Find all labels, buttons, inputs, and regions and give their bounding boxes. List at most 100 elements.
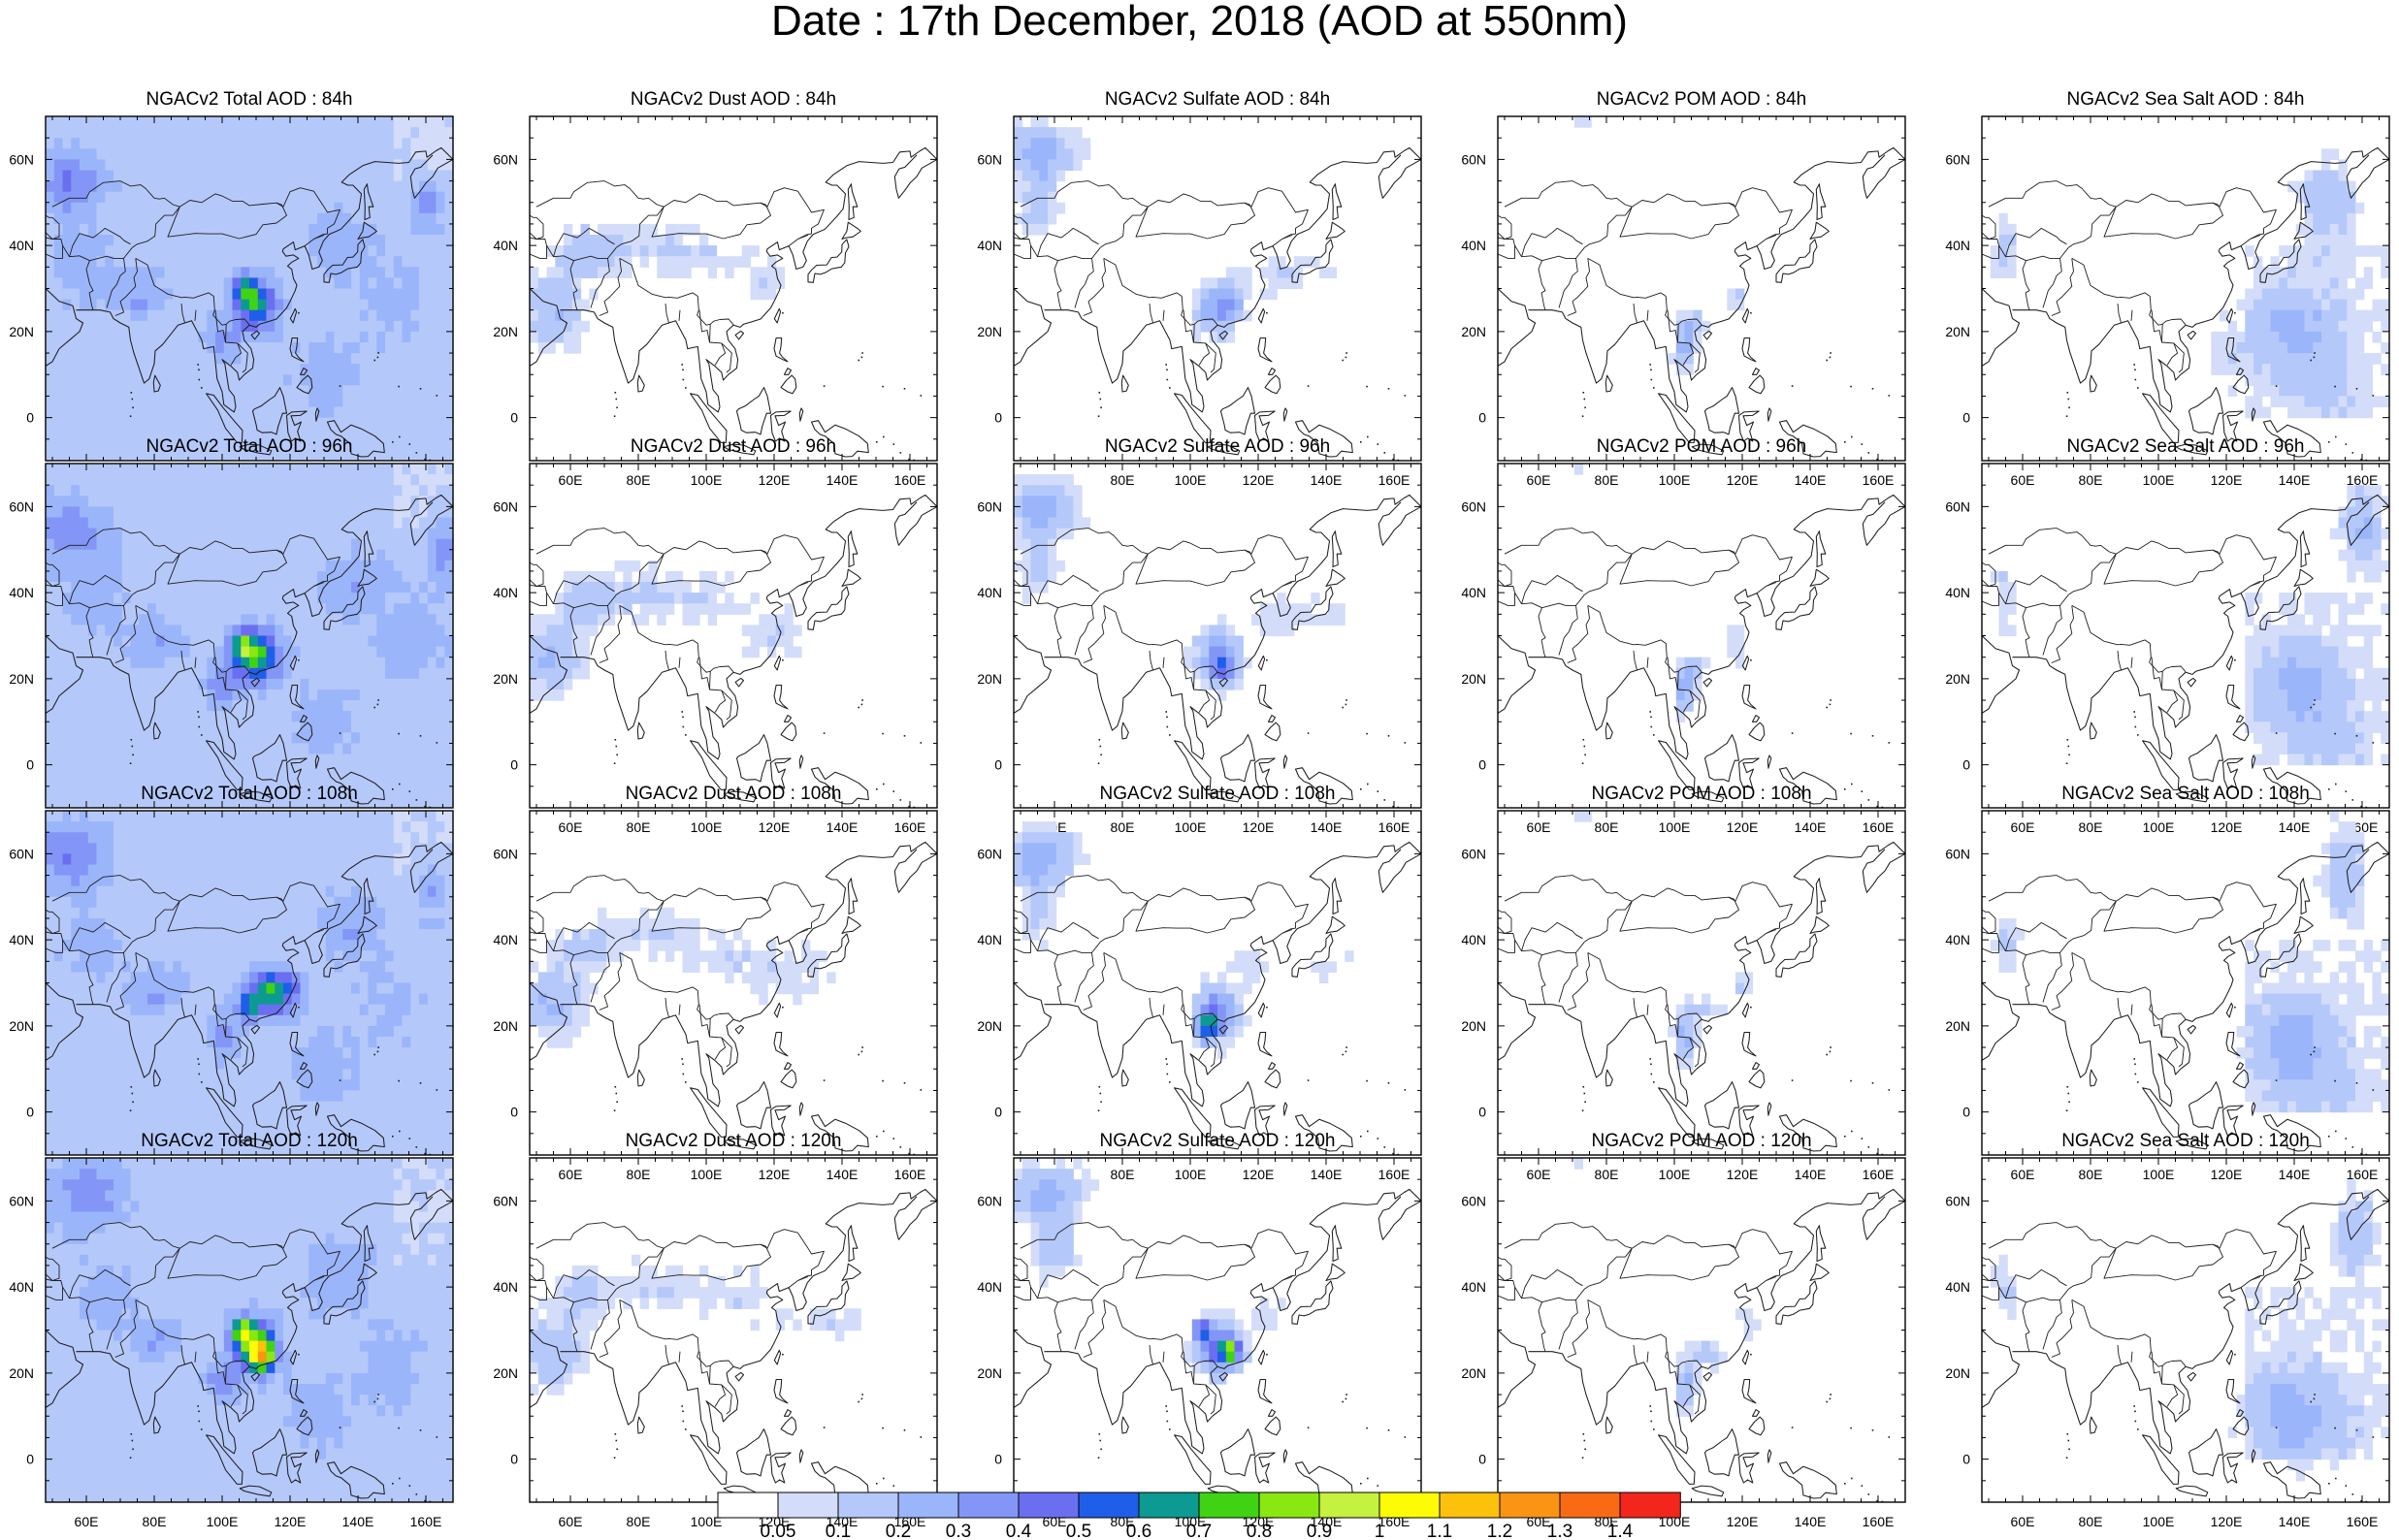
coastlines [1498,1188,1905,1502]
colorbar-swatch [1499,1492,1561,1519]
map-panel-total-0: NGACv2 Total AOD : 84h60E80E100E120E140E… [9,89,454,488]
y-tick-label: 20N [493,324,518,339]
panel-title: NGACv2 Total AOD : 120h [141,1131,358,1151]
colorbar-swatch [837,1492,899,1519]
x-tick-label: 100E [207,1514,239,1529]
y-tick-label: 0 [1478,1105,1486,1120]
y-tick-label: 0 [1962,410,1970,426]
y-tick-label: 0 [1478,1452,1486,1467]
map-frame [1497,115,1906,462]
colorbar-swatch [1318,1492,1380,1519]
x-tick-label: 120E [2211,819,2243,835]
aod-field [46,464,453,808]
x-tick-label: 120E [1727,1167,1759,1182]
y-tick-label: 0 [26,1452,34,1467]
y-tick-label: 40N [977,238,1002,253]
panel-title: NGACv2 Sulfate AOD : 120h [1099,1131,1336,1151]
x-tick-label: 120E [2211,1514,2243,1529]
y-tick-label: 60N [1461,1193,1486,1208]
y-tick-label: 20N [9,1018,34,1034]
colorbar-label: 0.3 [946,1522,971,1540]
panel-title: NGACv2 Sea Salt AOD : 96h [2066,436,2305,457]
x-tick-label: 60E [2011,1514,2035,1529]
colorbar-label: 0.9 [1307,1522,1332,1540]
x-tick-label: 80E [2079,819,2103,835]
x-tick-label: 80E [627,472,651,488]
x-tick-label: 60E [1527,1167,1551,1182]
coastlines [530,1188,937,1502]
y-tick-label: 0 [994,410,1002,426]
map-panel-pom-3: NGACv2 POM AOD : 120h 60E 80E 100E 120E 140E 1… [1461,1131,1906,1529]
map-panel-sulfate-2: NGACv2 Sulfate AOD : 108h60E80E100E120E1… [977,784,1422,1182]
x-tick-label: 160E [894,819,926,835]
colorbar-swatch [1439,1492,1501,1519]
panel-title: NGACv2 Dust AOD : 120h [625,1131,842,1151]
x-tick-label: 160E [1378,1167,1410,1182]
y-tick-label: 40N [9,932,34,947]
aod-field [46,1158,453,1502]
x-tick-label: 80E [627,1514,651,1529]
y-tick-label: 0 [1962,757,1970,773]
y-tick-label: 40N [1945,932,1970,947]
y-tick-label: 0 [994,1452,1002,1467]
coastlines [1498,494,1905,808]
colorbar-label: 1.3 [1547,1522,1572,1540]
aod-field [1014,821,1354,1059]
aod-field [1573,464,1745,722]
y-tick-label: 40N [1461,1279,1486,1295]
x-tick-label: 120E [759,1167,791,1182]
y-tick-label: 0 [510,1105,518,1120]
panel-title: NGACv2 POM AOD : 120h [1591,1131,1812,1151]
x-tick-label: 120E [1243,1167,1275,1182]
y-tick-label: 20N [493,1018,518,1034]
colorbar-swatch [1018,1492,1080,1519]
colorbar-swatch [777,1492,839,1519]
map-frame [1497,810,1906,1156]
x-tick-label: 160E [1863,472,1895,488]
x-tick-label: 100E [691,819,723,835]
y-tick-label: 60N [9,846,34,861]
x-tick-label: 60E [559,1514,583,1529]
colorbar-label: 1.2 [1487,1522,1512,1540]
coastlines [1014,494,1421,808]
colorbar-swatch [1198,1492,1260,1519]
x-tick-label: 140E [827,1167,859,1182]
y-tick-label: 40N [1461,932,1486,947]
map-panel-sulfate-0: NGACv2 Sulfate AOD : 84h60E80E100E120E14… [977,89,1422,488]
colorbar-swatch [1078,1492,1140,1519]
y-tick-label: 20N [9,1365,34,1381]
y-tick-label: 40N [493,932,518,947]
coastlines [46,494,453,808]
y-tick-label: 0 [26,410,34,426]
colorbar-svg: 0.05 0.1 0.2 0.3 0.4 0.5 0.6 0.7 0.8 0.9 1 1.1 1.2 1.… [717,1492,1681,1540]
x-tick-label: 60E [2011,1167,2035,1182]
panel-title: NGACv2 Sulfate AOD : 84h [1104,89,1331,110]
x-tick-label: 80E [1595,472,1619,488]
colorbar-swatch [1619,1492,1681,1519]
y-tick-label: 20N [1461,324,1486,339]
x-tick-label: 80E [1595,1167,1619,1182]
x-tick-label: 60E [2011,819,2035,835]
colorbar-label: 0.5 [1066,1522,1091,1540]
aod-field [1990,485,2389,766]
panel-title: NGACv2 Sulfate AOD : 96h [1104,436,1331,457]
x-tick-label: 140E [1311,472,1343,488]
x-tick-label: 80E [1111,819,1135,835]
y-tick-label: 40N [1461,238,1486,253]
x-tick-label: 140E [1795,1514,1827,1529]
aod-colorbar: 0.05 0.1 0.2 0.3 0.4 0.5 0.6 0.7 0.8 0.9 1 1.1 1.2 1.… [717,1492,1681,1540]
coastlines [530,841,937,1155]
y-tick-label: 60N [1945,498,1970,514]
aod-field [1990,148,2389,419]
panel-title: NGACv2 Sea Salt AOD : 120h [2061,1131,2310,1151]
x-tick-label: 60E [559,472,583,488]
x-tick-label: 80E [2079,1514,2103,1529]
y-tick-label: 40N [9,238,34,253]
y-tick-label: 0 [1478,410,1486,426]
